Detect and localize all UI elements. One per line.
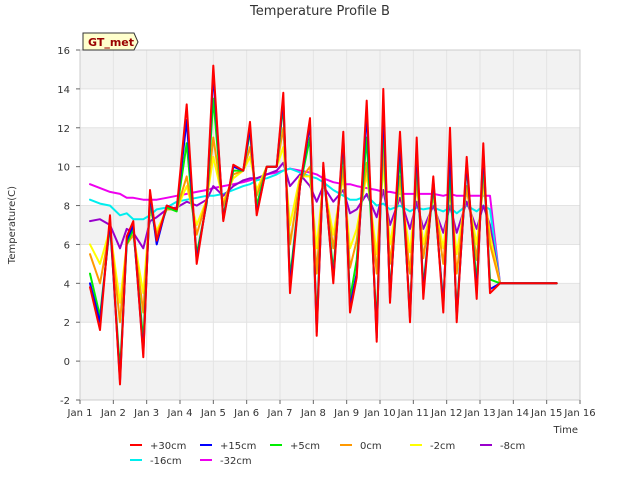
x-tick-label: Jan 11 bbox=[397, 408, 429, 419]
background-bands bbox=[80, 50, 580, 400]
legend-item-+5cm: +5cm bbox=[270, 441, 320, 452]
background-band bbox=[80, 127, 580, 167]
x-tick-label: Jan 6 bbox=[233, 408, 259, 419]
series-line-+30cm bbox=[89, 64, 558, 386]
y-axis-label: Temperature(C) bbox=[7, 186, 18, 265]
series-layer bbox=[89, 64, 558, 386]
legend-label: +15cm bbox=[220, 441, 256, 452]
legend-item-+15cm: +15cm bbox=[200, 441, 256, 452]
x-tick-label: Jan 1 bbox=[67, 408, 93, 419]
x-tick-label: Jan 7 bbox=[267, 408, 293, 419]
y-tick-label: 16 bbox=[57, 46, 70, 57]
badge-box bbox=[82, 32, 139, 51]
x-tick-label: Jan 16 bbox=[563, 408, 595, 419]
x-tick-label: Jan 3 bbox=[133, 408, 159, 419]
plot-frame bbox=[79, 49, 581, 401]
x-tick-label: Jan 4 bbox=[167, 408, 193, 419]
y-tick-label: 12 bbox=[57, 124, 70, 135]
legend-item--2cm: -2cm bbox=[410, 441, 455, 452]
x-tick-label: Jan 15 bbox=[530, 408, 562, 419]
x-tick-label: Jan 13 bbox=[463, 408, 495, 419]
legend-item-0cm: 0cm bbox=[340, 441, 382, 452]
legend-label: -8cm bbox=[500, 441, 525, 452]
x-tick-label: Jan 2 bbox=[100, 408, 126, 419]
legend-item--16cm: -16cm bbox=[130, 456, 182, 467]
legend-label: +30cm bbox=[150, 441, 186, 452]
y-tick-label: 10 bbox=[57, 163, 70, 174]
y-tick-label: 4 bbox=[64, 279, 70, 290]
background-band bbox=[80, 361, 580, 400]
chart-title: Temperature Profile B bbox=[249, 4, 390, 19]
legend-item-+30cm: +30cm bbox=[130, 441, 186, 452]
x-tick-label: Jan 14 bbox=[497, 408, 529, 419]
legend: +30cm +15cm +5cm 0cm -2cm -8cm -16cm -32cm bbox=[130, 441, 525, 467]
legend-label: +5cm bbox=[290, 441, 320, 452]
x-tick-label: Jan 8 bbox=[300, 408, 326, 419]
x-tick-label: Jan 5 bbox=[200, 408, 226, 419]
y-tick-label: 0 bbox=[64, 357, 70, 368]
legend-item--8cm: -8cm bbox=[480, 441, 525, 452]
x-axis-ticks: Jan 1 Jan 2 Jan 3 Jan 4 Jan 5 Jan 6 Jan 7 Jan 8… bbox=[67, 400, 596, 419]
gt-met-badge: GT_met bbox=[82, 32, 139, 51]
y-tick-label: 6 bbox=[64, 240, 70, 251]
legend-label: 0cm bbox=[360, 441, 382, 452]
x-tick-label: Jan 12 bbox=[430, 408, 462, 419]
y-tick-label: 2 bbox=[64, 318, 70, 329]
x-tick-label: Jan 9 bbox=[333, 408, 359, 419]
y-axis-ticks: -2 0 2 4 6 8 10 12 14 16 bbox=[57, 46, 80, 407]
legend-label: -2cm bbox=[430, 441, 455, 452]
badge-label: GT_met bbox=[88, 36, 134, 49]
x-tick-label: Jan 10 bbox=[363, 408, 395, 419]
legend-label: -16cm bbox=[150, 456, 182, 467]
legend-label: -32cm bbox=[220, 456, 252, 467]
x-axis-label: Time bbox=[553, 425, 578, 436]
y-tick-label: -2 bbox=[60, 396, 70, 407]
background-band bbox=[80, 283, 580, 323]
background-band bbox=[80, 50, 580, 89]
y-tick-label: 14 bbox=[57, 85, 70, 96]
y-tick-label: 8 bbox=[64, 202, 70, 213]
legend-item--32cm: -32cm bbox=[200, 456, 252, 467]
